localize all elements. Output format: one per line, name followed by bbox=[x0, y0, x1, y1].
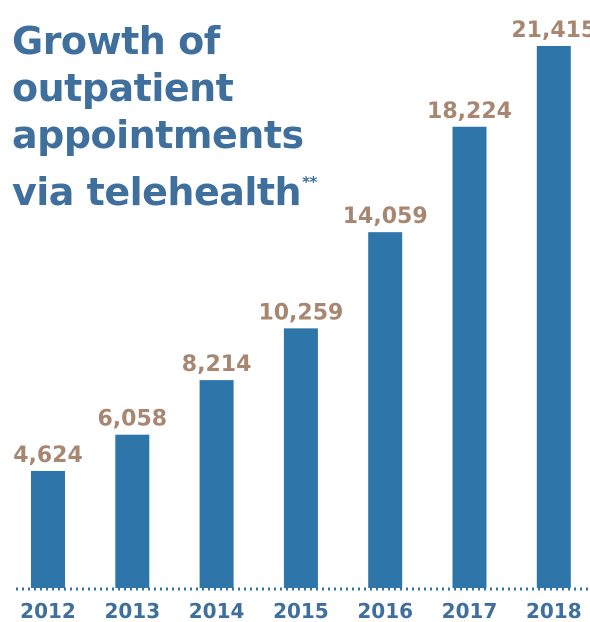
x-tick-label-2016: 2016 bbox=[357, 599, 413, 622]
value-label-2017: 18,224 bbox=[427, 99, 512, 124]
value-label-2016: 14,059 bbox=[343, 204, 428, 229]
value-label-2012: 4,624 bbox=[13, 443, 83, 468]
title-line-4: via telehealth** bbox=[12, 159, 317, 216]
title-line-4-text: via telehealth bbox=[12, 170, 302, 214]
x-tick-label-2018: 2018 bbox=[526, 599, 582, 622]
title-line-2: outpatient bbox=[12, 66, 234, 110]
title-line-3: appointments bbox=[12, 113, 304, 157]
x-tick-label-2015: 2015 bbox=[273, 599, 329, 622]
value-label-2015: 10,259 bbox=[258, 300, 343, 325]
bar-2018 bbox=[536, 46, 571, 588]
x-tick-label-2017: 2017 bbox=[442, 599, 498, 622]
bar-2016 bbox=[368, 232, 403, 589]
x-tick-label-2014: 2014 bbox=[189, 599, 245, 622]
bar-2014 bbox=[199, 380, 234, 588]
bar-2012 bbox=[31, 470, 65, 588]
value-label-2014: 8,214 bbox=[182, 352, 252, 377]
bar-2013 bbox=[115, 434, 150, 588]
chart-title: Growth of outpatient appointments via te… bbox=[12, 18, 317, 216]
x-tick-label-2012: 2012 bbox=[20, 599, 76, 622]
bar-2015 bbox=[283, 328, 318, 588]
value-label-2013: 6,058 bbox=[98, 407, 168, 432]
title-footnote-marker: ** bbox=[302, 173, 317, 191]
title-line-1: Growth of bbox=[12, 19, 220, 63]
value-label-2018: 21,415 bbox=[511, 18, 590, 43]
x-tick-label-2013: 2013 bbox=[104, 599, 160, 622]
bar-2017 bbox=[452, 126, 487, 588]
